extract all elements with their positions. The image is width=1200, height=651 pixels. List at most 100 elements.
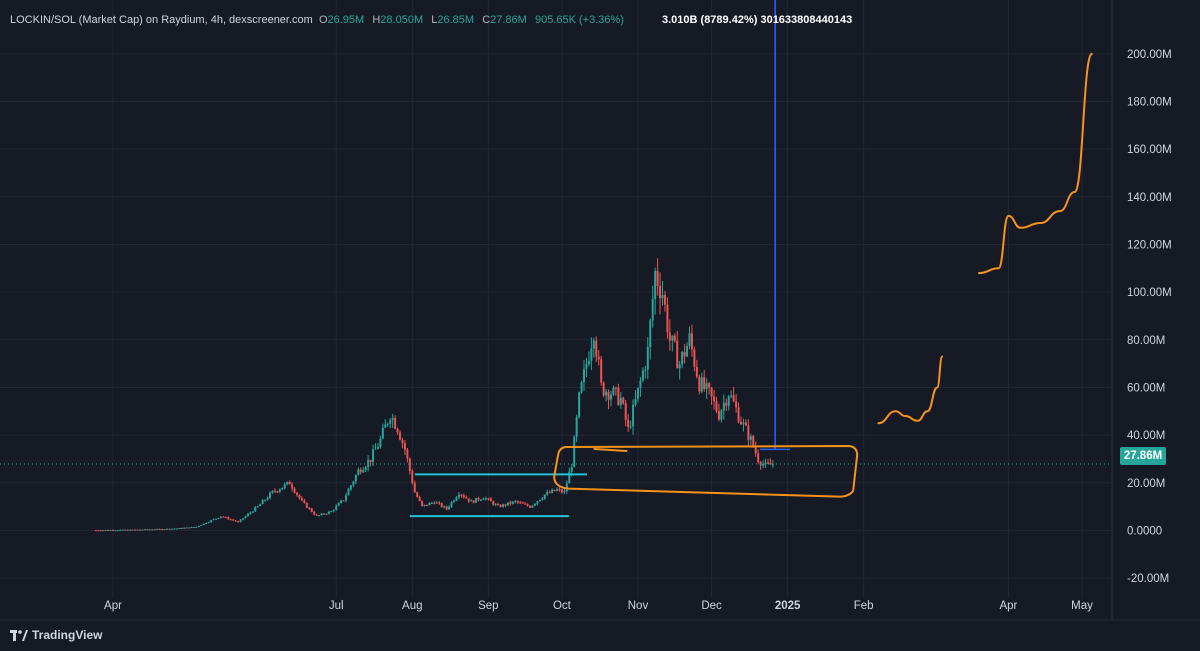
candle-body <box>440 503 443 507</box>
candle-body <box>764 462 767 464</box>
x-tick-label: Apr <box>104 600 122 612</box>
candle-body <box>276 491 279 493</box>
candle-body <box>406 449 409 459</box>
candle-body <box>394 417 397 429</box>
candle-body <box>104 529 107 531</box>
candle-body <box>386 423 389 425</box>
candle-body <box>580 382 583 393</box>
candle-body <box>183 527 186 529</box>
candle-body <box>639 380 642 388</box>
candle-body <box>381 427 384 439</box>
candle-body <box>134 529 137 531</box>
candle-body <box>521 502 524 504</box>
candle-body <box>227 517 230 520</box>
candle-body <box>278 489 281 492</box>
candle-body <box>303 500 306 503</box>
candle-body <box>744 422 747 426</box>
candle-body <box>349 485 352 490</box>
candle-body <box>286 481 289 485</box>
candlestick-series <box>94 258 774 532</box>
candle-body <box>347 489 350 496</box>
low-label: L <box>431 14 438 26</box>
candle-body <box>126 529 129 531</box>
candle-body <box>641 370 644 381</box>
candle-body <box>372 449 375 462</box>
candle-body <box>156 528 159 530</box>
candle-body <box>291 484 294 489</box>
candle-body <box>367 459 370 468</box>
candle-body <box>175 528 178 530</box>
candle-body <box>565 483 568 492</box>
candle-body <box>217 517 220 519</box>
candle-body <box>659 285 662 299</box>
candle-body <box>399 432 402 440</box>
candle-body <box>622 398 625 404</box>
candle-body <box>202 523 205 525</box>
candle-body <box>600 359 603 383</box>
candle-body <box>546 492 549 495</box>
candle-body <box>553 489 556 491</box>
symbol-title: LOCKIN/SOL (Market Cap) on Raydium, 4h, … <box>10 14 313 26</box>
candle-body <box>629 426 632 428</box>
candle-body <box>190 527 193 529</box>
candle-body <box>308 507 311 509</box>
candle-body <box>269 492 272 499</box>
candle-body <box>332 509 335 512</box>
drawings <box>0 0 1112 518</box>
candle-body <box>543 494 546 499</box>
candle-body <box>484 498 487 500</box>
candle-body <box>727 396 730 406</box>
candle-body <box>661 295 664 299</box>
candle-body <box>455 497 458 501</box>
candle-body <box>560 489 563 493</box>
candle-body <box>533 503 536 506</box>
candle-body <box>433 502 436 504</box>
candle-body <box>352 481 355 486</box>
orange-range-box <box>553 445 859 498</box>
tradingview-brand[interactable]: TradingView <box>10 627 102 643</box>
candle-body <box>693 349 696 367</box>
y-tick-label: 140.00M <box>1127 192 1172 204</box>
candle-body <box>298 494 301 499</box>
candle-body <box>430 502 433 504</box>
candle-body <box>479 499 482 501</box>
low-value: 26.85M <box>437 14 475 26</box>
candle-body <box>320 513 323 516</box>
candle-body <box>766 462 769 464</box>
candle-body <box>261 500 264 505</box>
candle-body <box>472 500 475 503</box>
y-tick-label: 100.00M <box>1127 287 1172 299</box>
candle-body <box>215 518 218 520</box>
candle-body <box>627 419 630 428</box>
candle-body <box>435 502 438 504</box>
projection-curve <box>877 355 944 425</box>
candle-body <box>762 463 765 466</box>
candle-body <box>318 515 321 517</box>
candle-body <box>607 391 610 400</box>
candle-body <box>359 469 362 473</box>
candle-body <box>742 422 745 425</box>
candle-body <box>168 528 171 530</box>
candle-body <box>705 383 708 390</box>
high-value: 28.050M <box>380 14 424 26</box>
candle-body <box>592 340 595 349</box>
y-tick-label: 180.00M <box>1127 96 1172 108</box>
tradingview-logo-icon <box>10 629 28 641</box>
candle-body <box>212 519 215 521</box>
candle-body <box>143 529 146 531</box>
candle-body <box>752 436 755 447</box>
candle-body <box>264 499 267 501</box>
x-tick-label: Aug <box>402 600 422 612</box>
candle-body <box>725 402 728 406</box>
candle-body <box>477 498 480 501</box>
candle-body <box>163 529 166 531</box>
candle-body <box>293 488 296 493</box>
candle-body <box>634 398 637 405</box>
candle-body <box>470 500 473 502</box>
candle-body <box>185 527 188 529</box>
candle-body <box>568 471 571 484</box>
candle-body <box>482 498 485 500</box>
candle-body <box>305 502 308 508</box>
candle-body <box>617 387 620 405</box>
